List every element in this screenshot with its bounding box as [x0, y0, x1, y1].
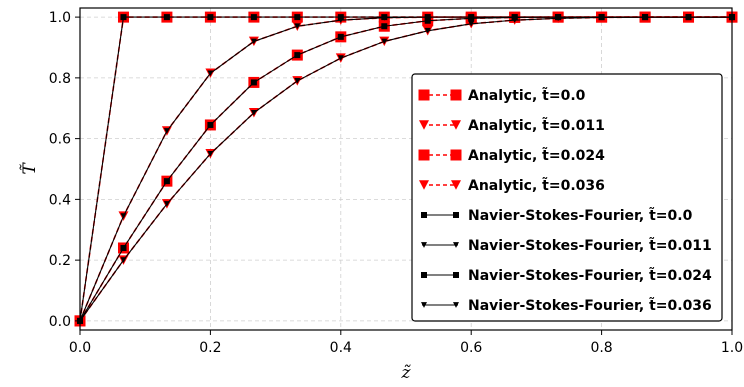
square-marker: [424, 17, 431, 24]
square-marker: [337, 33, 344, 40]
x-tick-label: 1.0: [721, 340, 743, 356]
y-tick-label: 0.2: [49, 253, 71, 269]
y-tick-label: 0.6: [49, 132, 71, 148]
legend-entry: Navier-Stokes-Fourier, t̃=0.0: [421, 207, 693, 224]
x-tick-label: 0.8: [590, 340, 612, 356]
triangle-down-marker: [511, 17, 518, 24]
square-marker: [381, 23, 388, 30]
triangle-down-marker: [451, 180, 461, 190]
square-marker: [250, 14, 257, 21]
plot-frame: [79, 7, 733, 331]
legend-entry: Analytic, t̃=0.011: [419, 117, 605, 134]
triangle-down-marker: [294, 23, 301, 30]
triangle-down-marker: [451, 120, 461, 130]
legend-entry: Navier-Stokes-Fourier, t̃=0.011: [421, 237, 712, 254]
legend-label: Navier-Stokes-Fourier, t̃=0.036: [468, 297, 712, 314]
triangle-down-marker: [381, 14, 388, 21]
triangle-down-marker: [421, 242, 427, 248]
square-marker: [163, 14, 170, 21]
square-marker: [207, 121, 214, 128]
legend-label: Navier-Stokes-Fourier, t̃=0.0: [468, 207, 693, 224]
triangle-down-marker: [381, 38, 388, 45]
square-marker: [250, 79, 257, 86]
legend-entry: Navier-Stokes-Fourier, t̃=0.024: [421, 267, 712, 284]
triangle-down-marker: [163, 128, 170, 134]
legend: Analytic, t̃=0.0 Analytic, t̃=0.011 Analyt…: [411, 73, 723, 322]
square-marker: [418, 89, 430, 101]
x-tick-label: 0.6: [460, 340, 482, 356]
legend-entry: Analytic, t̃=0.024: [418, 147, 605, 164]
legend-entry: Navier-Stokes-Fourier, t̃=0.036: [421, 297, 712, 314]
square-marker: [450, 89, 462, 101]
axis-ticks: 0.0 0.2 0.4 0.6 0.8 1.0 0.0 0.2 0.4 0.6 0.8 1.0: [49, 10, 743, 356]
square-marker: [163, 178, 170, 185]
x-tick-label: 0.4: [330, 340, 352, 356]
legend-entry: Analytic, t̃=0.036: [419, 177, 605, 194]
legend-box: [411, 73, 723, 322]
triangle-down-marker: [685, 14, 692, 20]
triangle-down-marker: [250, 38, 257, 45]
y-tick-label: 0.8: [49, 71, 71, 87]
square-marker: [421, 212, 427, 218]
square-marker: [453, 212, 459, 218]
y-axis-label: T̃: [20, 162, 40, 175]
triangle-down-marker: [337, 17, 344, 24]
triangle-down-marker: [419, 180, 429, 190]
series-layer: [74, 11, 738, 327]
legend-label: Analytic, t̃=0.0: [468, 87, 586, 104]
square-marker: [207, 14, 214, 21]
legend-label: Navier-Stokes-Fourier, t̃=0.011: [468, 237, 712, 254]
triangle-down-marker: [424, 14, 431, 20]
square-marker: [294, 14, 301, 21]
triangle-down-marker: [642, 14, 649, 20]
square-marker: [450, 149, 462, 161]
square-marker: [294, 52, 301, 59]
triangle-down-marker: [294, 78, 301, 84]
series-numeric-7: [77, 14, 735, 324]
triangle-down-marker: [419, 120, 429, 130]
triangle-down-marker: [424, 27, 431, 34]
triangle-down-marker: [468, 20, 475, 27]
triangle-down-marker: [120, 213, 127, 219]
x-axis-label: z̃: [401, 363, 412, 383]
square-marker: [468, 15, 475, 22]
square-marker: [120, 14, 127, 21]
triangle-down-marker: [453, 242, 459, 248]
triangle-down-marker: [207, 150, 214, 157]
triangle-down-marker: [598, 14, 605, 21]
series-line: [79, 16, 732, 322]
square-marker: [421, 272, 427, 278]
triangle-down-marker: [421, 302, 427, 308]
y-tick-label: 0.4: [49, 192, 71, 208]
legend-label: Analytic, t̃=0.011: [468, 117, 605, 134]
triangle-down-marker: [555, 15, 562, 22]
square-marker: [337, 14, 344, 21]
triangle-down-marker: [120, 257, 127, 263]
triangle-down-marker: [453, 302, 459, 308]
triangle-down-marker: [207, 70, 214, 77]
x-tick-label: 0.0: [69, 340, 91, 356]
legend-label: Analytic, t̃=0.036: [468, 177, 605, 194]
x-tick-label: 0.2: [199, 340, 221, 356]
square-marker: [120, 244, 127, 251]
legend-entry: Analytic, t̃=0.0: [418, 87, 586, 104]
y-tick-label: 0.0: [49, 314, 71, 330]
square-marker: [418, 149, 430, 161]
y-tick-label: 1.0: [49, 10, 71, 26]
triangle-down-marker: [250, 109, 257, 116]
triangle-down-marker: [337, 55, 344, 61]
legend-label: Analytic, t̃=0.024: [468, 147, 605, 164]
square-marker: [453, 272, 459, 278]
triangle-down-marker: [163, 201, 170, 207]
legend-label: Navier-Stokes-Fourier, t̃=0.024: [468, 267, 712, 284]
